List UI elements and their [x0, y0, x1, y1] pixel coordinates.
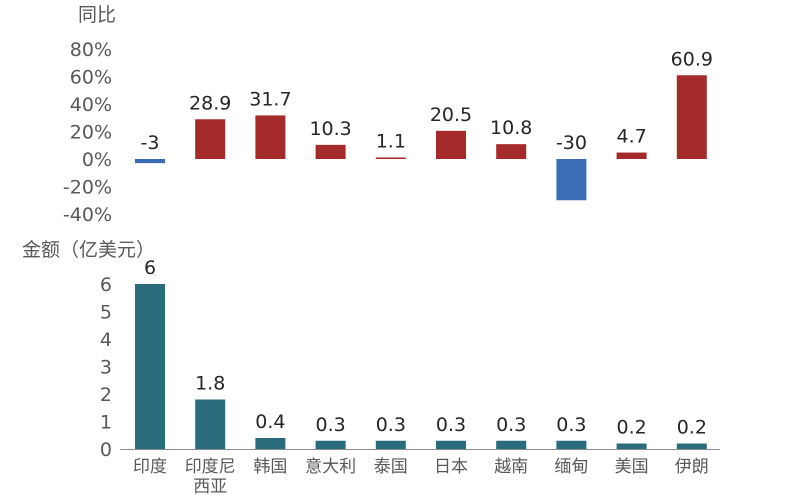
bottom-value-label: 0.3	[315, 414, 345, 436]
top-bar-4	[315, 144, 346, 159]
top-bar-8	[556, 159, 587, 201]
bottom-value-label: 6	[144, 257, 156, 279]
top-value-label: -3	[141, 132, 160, 154]
bottom-y-tick-label: 3	[100, 357, 112, 379]
x-category-label: 意大利	[305, 457, 356, 477]
bottom-value-label: 0.3	[376, 414, 406, 436]
top-value-label: 10.8	[490, 117, 532, 139]
bottom-bar-10	[676, 443, 707, 449]
top-value-label: 60.9	[671, 48, 713, 70]
bottom-value-label: 0.3	[496, 414, 526, 436]
top-y-tick-label: 20%	[70, 122, 112, 144]
amount-panel: 金额（亿美元） 6 5 4 3 2 1 0 6 1.8 0.4 0.3 0.3 0.3 0.3 0.3 0.…	[22, 239, 720, 497]
top-y-axis-title: 同比	[78, 4, 116, 26]
bottom-value-label: 1.8	[195, 373, 225, 395]
bottom-y-tick-label: 1	[100, 412, 112, 434]
bottom-bar-3	[255, 438, 286, 449]
top-value-label: 31.7	[249, 88, 291, 110]
x-category-label: 泰国	[374, 457, 408, 477]
top-value-labels: -3 28.9 31.7 10.3 1.1 20.5 10.8 -30 4.7 60.9	[141, 48, 713, 154]
bottom-value-label: 0.2	[677, 417, 707, 439]
bottom-y-axis-title: 金额（亿美元）	[22, 239, 155, 261]
bottom-bar-9	[616, 443, 647, 449]
top-y-tick-label: -40%	[63, 204, 112, 226]
top-y-axis-ticks: 80% 60% 40% 20% 0% -20% -40%	[63, 39, 112, 226]
x-category-label: 印度尼	[185, 457, 236, 477]
top-bar-5	[375, 157, 406, 159]
top-bar-1	[135, 159, 165, 164]
top-bar-3	[255, 115, 286, 159]
bottom-y-tick-label: 5	[100, 302, 112, 324]
bottom-value-label: 0.4	[255, 411, 285, 433]
x-category-label: 美国	[615, 457, 649, 477]
top-value-label: 20.5	[430, 104, 472, 126]
bottom-bar-2	[195, 399, 226, 449]
bottom-value-label: 0.3	[436, 414, 466, 436]
top-y-tick-label: 40%	[70, 94, 112, 116]
x-category-label: 日本	[434, 457, 468, 477]
bottom-bar-5	[375, 440, 406, 449]
bottom-bars	[135, 284, 707, 449]
bottom-bar-4	[315, 440, 346, 449]
bottom-bar-6	[436, 440, 466, 449]
bottom-bar-7	[496, 440, 527, 449]
bottom-y-axis-ticks: 6 5 4 3 2 1 0	[100, 274, 112, 461]
yoy-growth-panel: 同比 80% 60% 40% 20% 0% -20% -40% -3 28.9 31.7 10.3…	[63, 4, 713, 226]
bottom-value-label: 0.2	[616, 417, 646, 439]
bottom-bar-1	[135, 284, 165, 449]
top-bar-9	[616, 152, 647, 159]
bottom-bar-8	[556, 440, 587, 449]
bottom-y-tick-label: 4	[100, 329, 112, 351]
top-y-tick-label: 60%	[70, 67, 112, 89]
top-value-label: 28.9	[189, 92, 231, 114]
x-category-label: 伊朗	[675, 457, 709, 477]
x-category-label: 韩国	[253, 457, 287, 477]
top-y-tick-label: 80%	[70, 39, 112, 61]
top-y-tick-label: -20%	[63, 177, 112, 199]
x-category-label: 印度	[133, 457, 167, 477]
top-bar-6	[436, 130, 466, 159]
bottom-y-tick-label: 0	[100, 439, 112, 461]
top-bars	[135, 75, 707, 201]
top-value-label: 4.7	[616, 126, 646, 148]
top-bar-10	[676, 75, 707, 159]
top-value-label: 10.3	[309, 118, 351, 140]
bottom-y-tick-label: 6	[100, 274, 112, 296]
top-y-tick-label: 0%	[82, 149, 112, 171]
x-category-label: 缅甸	[554, 457, 588, 477]
top-bar-7	[496, 144, 527, 159]
top-value-label: -30	[556, 132, 587, 154]
bottom-value-label: 0.3	[556, 414, 586, 436]
bottom-value-labels: 6 1.8 0.4 0.3 0.3 0.3 0.3 0.3 0.2 0.2	[144, 257, 707, 439]
x-category-label: 西亚	[193, 477, 227, 497]
bottom-y-tick-label: 2	[100, 384, 112, 406]
top-value-label: 1.1	[376, 130, 406, 152]
x-category-label: 越南	[494, 457, 528, 477]
top-bar-2	[195, 119, 226, 159]
